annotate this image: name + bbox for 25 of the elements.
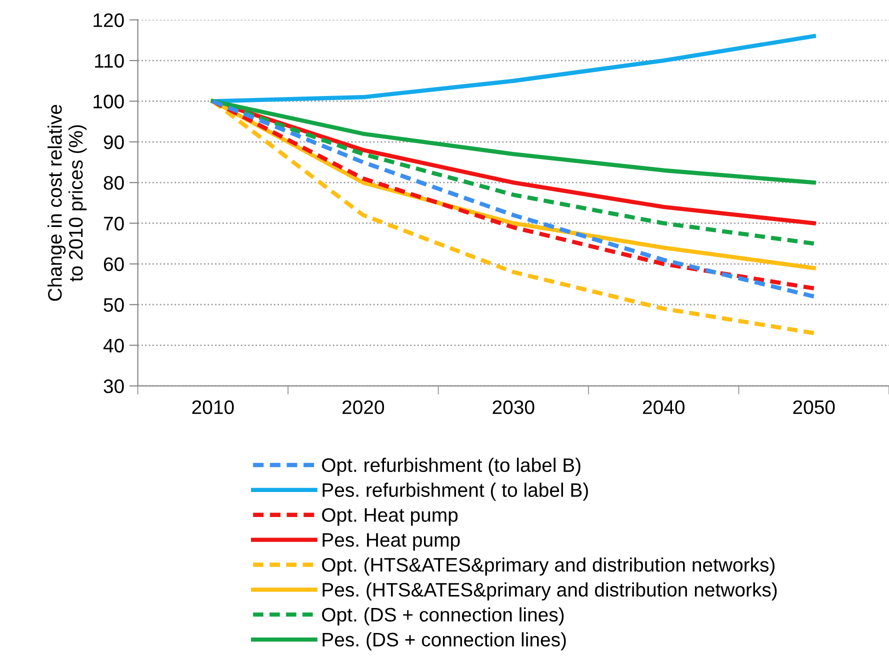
y-tick-label: 30 [104, 379, 124, 394]
legend-label: Opt. (HTS&ATES&primary and distribution networks) [322, 557, 775, 576]
y-tick-label: 60 [104, 257, 124, 272]
x-tick-label: 2050 [793, 400, 835, 414]
legend-label: Opt. refurbishment (to label B) [322, 458, 580, 476]
legend-label: Pes. (DS + connection lines) [322, 632, 566, 650]
y-tick-label: 50 [104, 298, 124, 312]
y-tick-label: 100 [94, 94, 124, 108]
y-tick-label: 40 [103, 338, 124, 353]
y-tick-label: 90 [104, 135, 124, 150]
y-tick-label: 80 [104, 176, 124, 190]
legend-label: Pes. (HTS&ATES&primary and distribution networks) [322, 582, 777, 601]
y-tick-label: 110 [95, 54, 124, 68]
x-tick-label: 2020 [342, 400, 384, 414]
x-tick-label: 2040 [642, 400, 685, 414]
legend-label: Opt. (DS + connection lines) [322, 607, 564, 626]
x-tick-label: 2030 [492, 400, 534, 414]
legend-label: Pes. Heat pump [322, 533, 460, 551]
line-series [210, 34, 816, 104]
y-tick-label: 70 [104, 216, 124, 230]
y-tick-label: 120 [94, 13, 124, 28]
x-tick-label: 2010 [192, 400, 234, 414]
y-axis-title: Change in cost relative to 2010 prices (%) [48, 104, 87, 301]
legend-label: Pes. refurbishment ( to label B) [322, 482, 588, 501]
legend-label: Opt. Heat pump [322, 508, 458, 526]
